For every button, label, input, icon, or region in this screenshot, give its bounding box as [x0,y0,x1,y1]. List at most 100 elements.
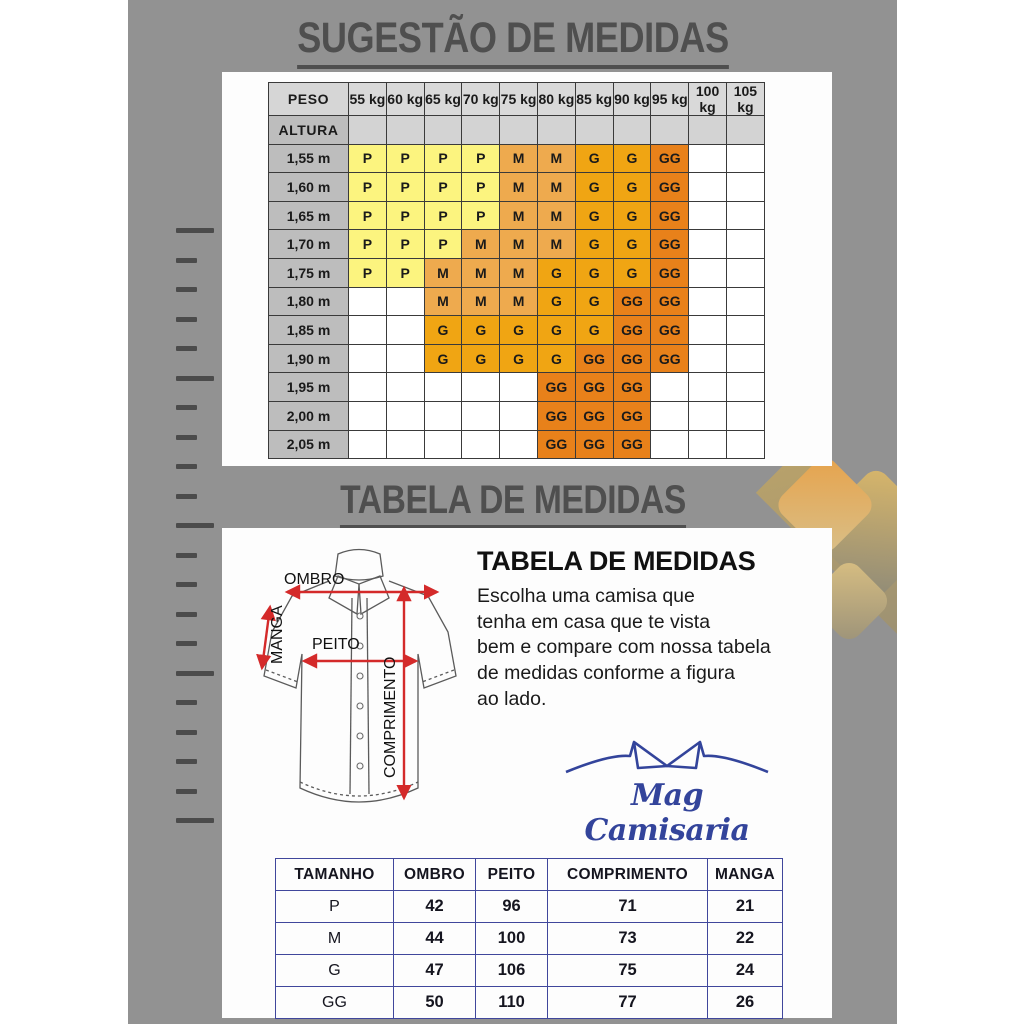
matrix-cell-p: P [348,172,387,202]
matrix-cell-p: P [348,257,387,288]
matrix-cell-g: G [536,315,576,345]
shirt-diagram: OMBRO PEITO MANGA COMPRIMENTO [234,536,484,836]
matrix-row: 1,70 m P P P M M M G G GG [268,229,765,259]
measure-cell-peito: 100 [475,922,548,955]
matrix-cell-gg: GG [650,315,690,345]
matrix-spacer-cell [499,115,538,145]
matrix-cell-empty [348,400,387,431]
measure-column-header: COMPRIMENTO [547,858,708,891]
matrix-row: 1,90 m G G G G GG GG GG [268,343,765,374]
measure-cell-comprimento: 71 [547,890,708,923]
matrix-cell-empty [650,429,690,460]
matrix-cell-m: M [499,257,538,288]
matrix-cell-empty [385,429,425,460]
measure-column-header: MANGA [707,858,783,891]
matrix-cell-g: G [423,315,463,345]
measure-table-row: GG 50 110 77 26 [275,986,783,1019]
matrix-cell-empty [688,372,727,402]
measure-table-row: G 47 106 75 24 [275,954,783,987]
matrix-cell-empty [423,429,463,460]
matrix-weight-header: 80 kg [536,82,576,116]
matrix-cell-empty [688,315,727,345]
matrix-weight-header: 100 kg [688,82,727,116]
matrix-row: 2,00 m GG GG GG [268,400,765,431]
matrix-cell-empty [650,372,690,402]
matrix-spacer-cell [725,115,765,145]
measure-column-header: TAMANHO [275,858,394,891]
matrix-cell-empty [725,429,765,460]
matrix-cell-gg: GG [650,229,690,259]
measure-cell-comprimento: 77 [547,986,708,1019]
measure-cell-ombro: 44 [393,922,476,955]
measure-cell-tamanho: M [275,922,394,955]
matrix-cell-p: P [348,200,387,231]
matrix-cell-empty [688,343,727,374]
measure-cell-ombro: 47 [393,954,476,987]
measure-cell-manga: 24 [707,954,783,987]
ruler-tick [176,818,214,823]
matrix-cell-p: P [385,200,425,231]
page-title-suggestion: SUGESTÃO DE MEDIDAS [223,14,803,69]
ruler-tick [176,670,214,676]
matrix-cell-g: G [461,315,501,345]
matrix-cell-empty [688,143,727,174]
matrix-cell-g: G [574,286,614,317]
matrix-spacer-cell [574,115,614,145]
matrix-cell-g: G [499,343,538,374]
matrix-cell-empty [725,200,765,231]
matrix-cell-empty [461,372,501,402]
matrix-cell-g: G [612,143,652,174]
matrix-cell-g: G [574,257,614,288]
matrix-spacer-cell [423,115,463,145]
matrix-cell-gg: GG [650,172,690,202]
matrix-weight-header: 65 kg [423,82,463,116]
matrix-cell-empty [348,343,387,374]
matrix-cell-gg: GG [650,343,690,374]
matrix-height-label: 2,05 m [268,429,349,460]
ruler-tick [176,405,197,410]
matrix-height-label: 1,85 m [268,315,349,345]
matrix-cell-m: M [536,172,576,202]
matrix-cell-m: M [499,172,538,202]
matrix-cell-gg: GG [574,343,614,374]
matrix-cell-m: M [536,143,576,174]
matrix-height-label: 1,70 m [268,229,349,259]
measure-cell-tamanho: G [275,954,394,987]
matrix-cell-gg: GG [612,400,652,431]
shirt-diagram-svg: OMBRO PEITO MANGA COMPRIMENTO [256,548,457,803]
measure-cell-tamanho: P [275,890,394,923]
matrix-weight-header: 60 kg [385,82,425,116]
matrix-row: 1,85 m G G G G G GG GG [268,315,765,345]
matrix-cell-empty [688,257,727,288]
matrix-cell-empty [385,372,425,402]
matrix-cell-empty [385,343,425,374]
matrix-cell-m: M [499,200,538,231]
ruler-tick [176,228,214,233]
matrix-cell-gg: GG [650,143,690,174]
matrix-cell-gg: GG [650,286,690,317]
matrix-height-label: 2,00 m [268,400,349,431]
matrix-weight-header: 105 kg [725,82,765,116]
matrix-row: 1,80 m M M M G G GG GG [268,286,765,317]
matrix-cell-p: P [348,229,387,259]
page-title-measures: TABELA DE MEDIDAS [223,478,803,529]
matrix-height-label: 1,55 m [268,143,349,174]
matrix-cell-g: G [499,315,538,345]
matrix-cell-empty [461,400,501,431]
matrix-cell-empty [423,372,463,402]
matrix-cell-p: P [423,172,463,202]
matrix-cell-gg: GG [574,400,614,431]
matrix-cell-empty [725,172,765,202]
matrix-row: 1,75 m P P M M M G G G GG [268,257,765,288]
matrix-height-label: 1,80 m [268,286,349,317]
matrix-cell-empty [499,400,538,431]
label-peito: PEITO [312,636,360,653]
matrix-cell-empty [725,400,765,431]
matrix-cell-empty [499,372,538,402]
matrix-cell-p: P [385,172,425,202]
matrix-cell-empty [725,143,765,174]
matrix-cell-p: P [385,229,425,259]
ruler-tick [176,759,197,764]
matrix-cell-gg: GG [612,429,652,460]
matrix-cell-g: G [574,172,614,202]
